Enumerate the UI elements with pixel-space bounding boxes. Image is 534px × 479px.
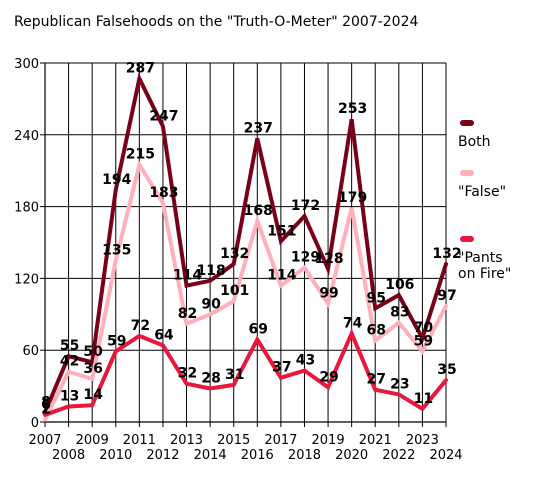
y-tick-label-240: 240	[14, 129, 39, 144]
legend-label-pants-on-fire: "Pants on Fire"	[458, 250, 512, 282]
data-label-both-2009: 50	[83, 344, 103, 360]
data-label-pants-on-fire-2019: 29	[319, 369, 338, 385]
data-label-pants-on-fire-2009: 14	[83, 387, 103, 403]
data-labels-false: 242 3613521518382901011681141299917968835…	[41, 147, 457, 418]
data-label-pants-on-fire-2024: 35	[437, 362, 456, 378]
data-label-both-2014: 118	[197, 263, 226, 279]
x-tick-label-2020: 2020	[335, 448, 368, 463]
data-label-pants-on-fire-2013: 32	[178, 366, 197, 382]
data-label-pants-on-fire-2007: 6	[41, 397, 51, 413]
x-tick-label-2021: 2021	[359, 433, 392, 448]
x-tick-label-2009: 2009	[76, 433, 109, 448]
data-label-false-2020: 179	[338, 190, 367, 206]
data-label-false-2009: 36	[83, 361, 102, 377]
data-label-false-2012: 183	[149, 185, 178, 201]
x-tick-label-2012: 2012	[146, 448, 179, 463]
x-tick-label-2015: 2015	[217, 433, 250, 448]
data-label-both-2023: 70	[414, 320, 434, 336]
data-label-false-2007: 2	[41, 402, 51, 418]
data-label-both-2013: 114	[173, 268, 202, 284]
data-label-pants-on-fire-2020: 74	[343, 315, 363, 331]
data-label-pants-on-fire-2022: 23	[390, 376, 409, 392]
x-tick-label-2018: 2018	[288, 448, 321, 463]
chart-title: Republican Falsehoods on the "Truth-O-Me…	[14, 14, 419, 30]
data-label-false-2021: 68	[366, 323, 385, 339]
data-label-false-2018: 129	[291, 250, 320, 266]
series-line-both	[43, 72, 448, 415]
data-label-pants-on-fire-2018: 43	[296, 353, 315, 369]
y-tick-label-120: 120	[14, 272, 39, 287]
x-tick-label-2023: 2023	[406, 433, 439, 448]
data-label-false-2022: 83	[390, 305, 409, 321]
data-label-pants-on-fire-2014: 28	[201, 370, 220, 386]
x-tick-label-2013: 2013	[170, 433, 203, 448]
data-label-both-2011: 287	[126, 61, 155, 77]
data-label-pants-on-fire-2010: 59	[107, 333, 126, 349]
legend-swatch-false	[460, 170, 474, 176]
data-label-false-2023: 59	[414, 333, 433, 349]
x-tick-label-2008: 2008	[52, 448, 85, 463]
data-label-false-2014: 90	[201, 296, 221, 312]
legend-item-both: Both	[458, 120, 491, 150]
data-label-false-2024: 97	[437, 288, 456, 304]
series-line-false	[43, 159, 448, 422]
data-label-pants-on-fire-2023: 11	[414, 391, 433, 407]
x-tick-label-2024: 2024	[429, 448, 462, 463]
data-label-pants-on-fire-2017: 37	[272, 360, 291, 376]
data-label-pants-on-fire-2011: 72	[131, 318, 150, 334]
data-label-both-2010: 194	[102, 172, 131, 188]
data-label-pants-on-fire-2008: 13	[60, 388, 79, 404]
y-tick-label-180: 180	[14, 201, 39, 216]
data-label-both-2020: 253	[338, 101, 367, 117]
x-tick-label-2017: 2017	[264, 433, 297, 448]
y-tick-label-300: 300	[14, 57, 39, 72]
data-label-both-2022: 106	[385, 277, 414, 293]
data-label-both-2017: 151	[267, 223, 296, 239]
data-label-pants-on-fire-2012: 64	[154, 327, 174, 343]
data-label-false-2013: 82	[178, 306, 197, 322]
x-tick-label-2022: 2022	[382, 448, 415, 463]
data-label-false-2016: 168	[244, 203, 273, 219]
data-label-pants-on-fire-2015: 31	[225, 367, 244, 383]
x-tick-label-2014: 2014	[194, 448, 227, 463]
data-label-both-2021: 95	[366, 290, 385, 306]
data-label-false-2011: 215	[126, 147, 155, 163]
legend-item-false: "False"	[458, 170, 506, 200]
data-label-pants-on-fire-2021: 27	[366, 372, 385, 388]
x-tick-label-2007: 2007	[28, 433, 61, 448]
data-labels-both: 855 5019428724711411813223715117212825395…	[41, 61, 461, 411]
x-tick-label-2016: 2016	[241, 448, 274, 463]
legend-swatch-both	[460, 120, 474, 126]
data-label-false-2010: 135	[102, 242, 131, 258]
x-tick-label-2019: 2019	[312, 433, 345, 448]
data-label-both-2018: 172	[291, 198, 320, 214]
legend-label-both: Both	[458, 134, 491, 150]
data-label-both-2008: 55	[60, 338, 79, 354]
data-label-both-2019: 128	[314, 251, 343, 267]
data-label-false-2008: 42	[60, 354, 79, 370]
data-label-both-2016: 237	[244, 120, 273, 136]
series-line-pants-on-fire	[43, 328, 448, 417]
data-label-both-2015: 132	[220, 246, 249, 262]
x-tick-label-2010: 2010	[99, 448, 132, 463]
y-tick-label-60: 60	[22, 344, 39, 359]
data-label-pants-on-fire-2016: 69	[249, 321, 268, 337]
x-tick-label-2011: 2011	[123, 433, 156, 448]
data-label-false-2017: 114	[267, 268, 296, 284]
data-label-both-2007: 8	[41, 394, 51, 410]
legend-item-pants-on-fire: "Pants on Fire"	[458, 236, 511, 282]
y-tick-label-0: 0	[31, 416, 39, 431]
legend-label-false: "False"	[458, 184, 507, 200]
data-label-false-2015: 101	[220, 283, 249, 299]
data-label-both-2012: 247	[149, 108, 178, 124]
legend-swatch-pants-on-fire	[460, 236, 474, 242]
data-label-both-2024: 132	[432, 246, 461, 262]
data-label-false-2019: 99	[319, 286, 338, 302]
